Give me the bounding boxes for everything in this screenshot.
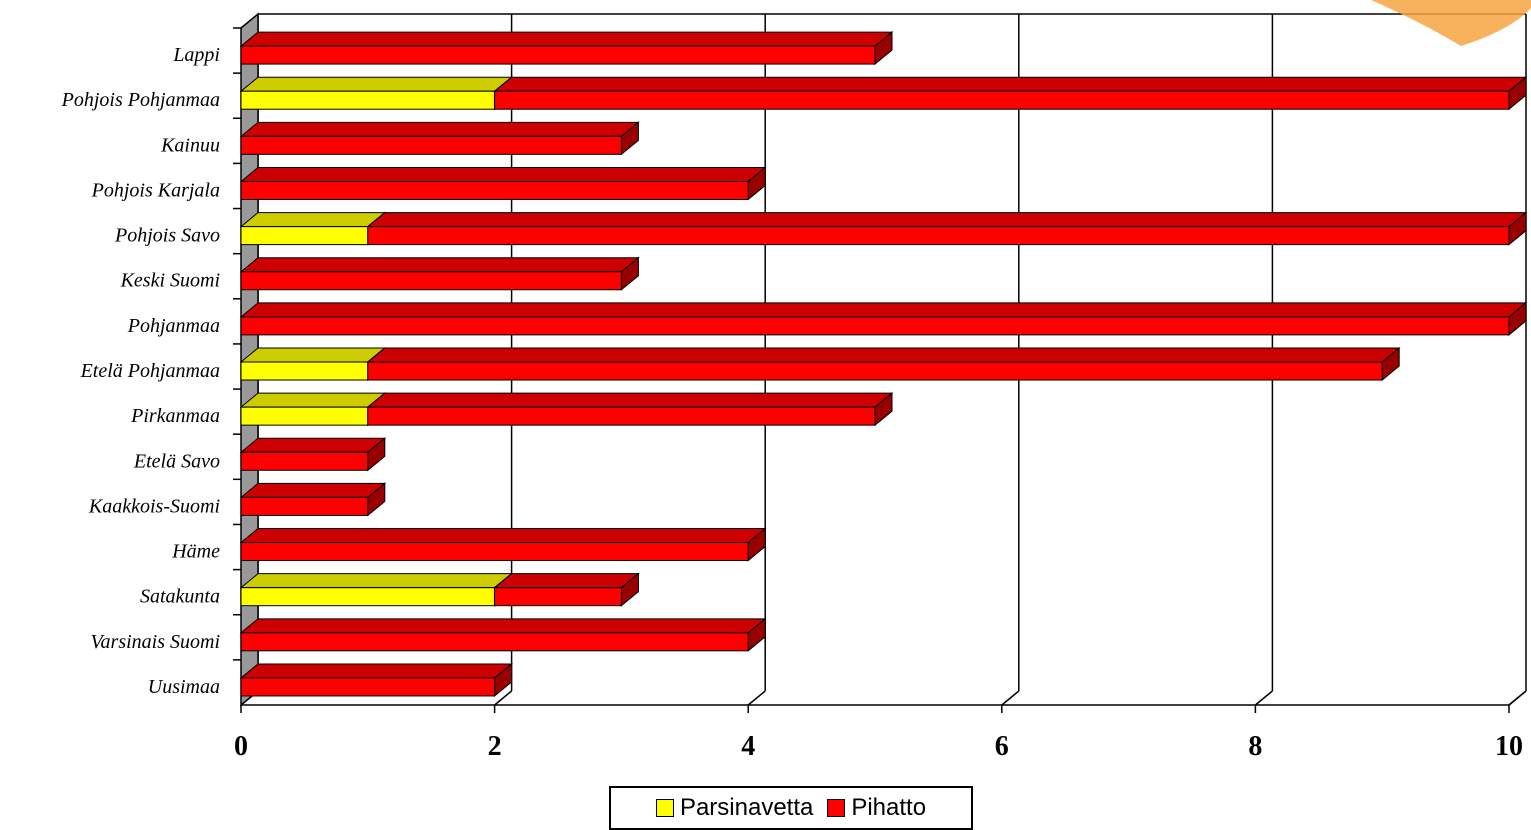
category-label: Uusimaa [148, 676, 220, 698]
bar-front-face [240, 496, 369, 516]
bar-top-face [239, 121, 640, 137]
bar-top-face [493, 573, 640, 589]
category-label: Varsinais Suomi [91, 631, 220, 653]
bar-segment-pihatto [239, 482, 387, 517]
bar-front-face [240, 316, 1510, 336]
bar-top-face [239, 528, 767, 544]
x-tick-label: 8 [1248, 731, 1262, 762]
legend-item-pihatto: Pihatto [827, 794, 926, 822]
bar-top-face [239, 573, 513, 589]
x-tick-label: 0 [234, 731, 248, 762]
bar-segment-pihatto [366, 392, 894, 427]
bar-front-face [240, 271, 622, 291]
category-label: Etelä Savo [133, 450, 220, 472]
bar-top-face [239, 392, 387, 408]
x-tick-label: 4 [741, 731, 755, 762]
chart-floor [241, 690, 1527, 706]
legend-label-parsinavetta: Parsinavetta [679, 794, 814, 821]
bar-segment-pihatto [239, 256, 640, 291]
legend: Parsinavetta Pihatto [609, 786, 973, 830]
bar-top-face [239, 76, 513, 92]
bar-front-face [240, 632, 749, 652]
bar-top-face [239, 302, 1528, 318]
bar-segment-parsinavetta [239, 572, 513, 607]
gridline-floor [747, 690, 766, 706]
bar-top-face [239, 663, 513, 679]
category-label: Pohjois Karjala [91, 179, 220, 201]
legend-swatch-parsinavetta [655, 799, 674, 817]
bar-segment-pihatto [239, 121, 640, 156]
bar-front-face [240, 361, 369, 381]
bar-top-face [239, 618, 767, 634]
bar-top-face [239, 31, 894, 47]
category-label: Kaakkois-Suomi [88, 495, 220, 517]
category-label: Pohjanmaa [127, 315, 220, 337]
bar-top-face [493, 76, 1528, 92]
x-tick-labels: 0 2 4 6 8 10 [234, 731, 1523, 762]
bar-front-face [494, 587, 622, 607]
gridline-floor [1254, 690, 1273, 706]
bar-front-face [240, 135, 622, 155]
bar-front-face [367, 226, 1510, 246]
legend-item-parsinavetta: Parsinavetta [655, 794, 814, 822]
bar-segment-parsinavetta [239, 211, 387, 246]
bar-top-face [366, 347, 1401, 363]
bar-front-face [367, 406, 876, 426]
bar-front-face [240, 226, 369, 246]
bar-front-face [240, 542, 749, 562]
bar-front-face [240, 406, 369, 426]
category-label: Häme [171, 541, 220, 563]
category-label: Pirkanmaa [130, 405, 220, 427]
bar-top-face [366, 212, 1528, 228]
category-label: Pohjois Pohjanmaa [61, 89, 220, 111]
orange-logo-decoration [1371, 0, 1531, 46]
bar-segment-parsinavetta [239, 346, 387, 382]
bar-segment-pihatto [239, 166, 767, 201]
legend-swatch-pihatto [827, 799, 846, 817]
bar-segment-pihatto [493, 76, 1528, 111]
bar-segment-pihatto [366, 211, 1528, 246]
bar-segment-pihatto [239, 31, 894, 66]
bar-segment-parsinavetta [239, 76, 513, 111]
legend-label-pihatto: Pihatto [851, 794, 927, 821]
bar-top-face [239, 347, 387, 363]
bar-front-face [367, 361, 1383, 381]
bar-segment-pihatto [366, 346, 1401, 382]
bar-segment-pihatto [493, 572, 640, 607]
bar-segment-pihatto [239, 662, 513, 698]
bar-top-face [239, 257, 640, 273]
bar-segment-pihatto [239, 617, 767, 652]
x-tick-label: 6 [995, 731, 1009, 762]
category-label: Satakunta [140, 586, 220, 608]
bar-top-face [239, 482, 387, 498]
category-label: Keski Suomi [120, 270, 220, 292]
bar-front-face [240, 45, 876, 65]
bar-front-face [240, 677, 496, 697]
bars [239, 31, 1528, 698]
bar-top-face [239, 212, 387, 228]
category-label: Pohjois Savo [114, 225, 220, 247]
bar-segment-pihatto [239, 301, 1528, 336]
bar-top-face [366, 392, 894, 408]
bar-front-face [494, 90, 1510, 110]
category-labels: Lappi Pohjois Pohjanmaa Kainuu Pohjois Karj… [61, 44, 220, 698]
category-label: Etelä Pohjanmaa [80, 360, 220, 382]
category-label: Kainuu [160, 134, 220, 156]
bar-front-face [240, 90, 496, 110]
bar-front-face [240, 180, 749, 200]
category-label: Lappi [172, 44, 220, 66]
gridline-floor [494, 690, 513, 706]
bar-front-face [240, 587, 496, 607]
x-tick-label: 2 [488, 731, 502, 762]
bar-front-face [240, 451, 369, 471]
gridline-floor [1001, 690, 1020, 706]
bar-segment-pihatto [239, 527, 767, 562]
bar-segment-pihatto [239, 437, 387, 472]
bar-segment-parsinavetta [239, 392, 387, 427]
bar-top-face [239, 437, 387, 453]
bar-top-face [239, 166, 767, 182]
x-tick-label: 10 [1495, 731, 1523, 762]
